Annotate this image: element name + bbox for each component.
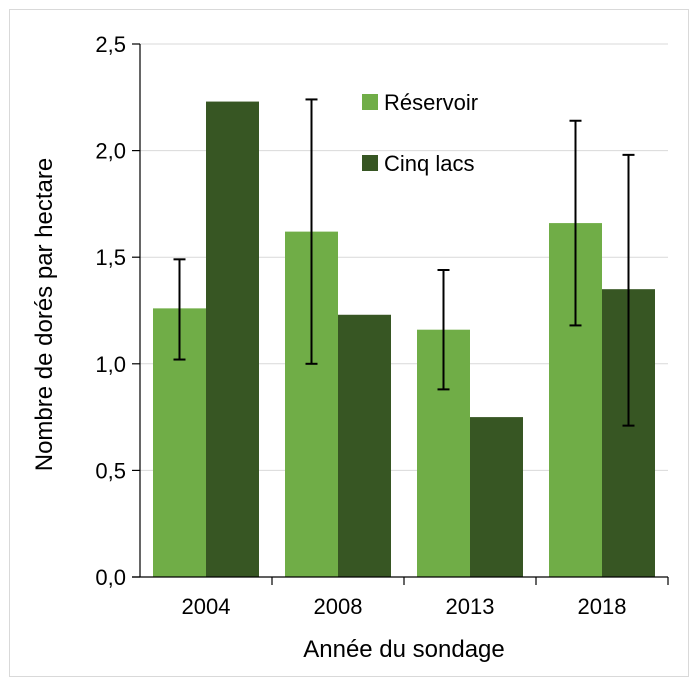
legend-swatch xyxy=(362,94,378,110)
bar-cinq-lacs xyxy=(470,417,523,577)
y-tick-labels: 0,0 0,5 1,0 1,5 2,0 2,5 xyxy=(95,32,140,590)
y-tick-label: 1,5 xyxy=(95,245,126,270)
bars xyxy=(153,101,655,578)
y-tick-label: 2,0 xyxy=(95,139,126,164)
chart-frame: 0,0 0,5 1,0 1,5 2,0 2,5 2004 2008 2013 2018 Anné… xyxy=(9,9,689,677)
legend: Réservoir Cinq lacs xyxy=(362,90,478,176)
x-axis-title: Année du sondage xyxy=(303,636,505,663)
y-tick-label: 1,0 xyxy=(95,352,126,377)
x-tick-label: 2008 xyxy=(314,594,363,619)
bar-chart: 0,0 0,5 1,0 1,5 2,0 2,5 2004 2008 2013 2018 Anné… xyxy=(31,32,669,663)
x-tick-label: 2018 xyxy=(578,594,627,619)
y-axis-title: Nombre de dorés par hectare xyxy=(31,158,58,472)
legend-label: Cinq lacs xyxy=(384,151,474,176)
error-bars xyxy=(173,98,635,427)
x-tick-labels: 2004 2008 2013 2018 xyxy=(182,577,669,619)
x-tick-label: 2004 xyxy=(182,594,231,619)
axes xyxy=(132,44,668,578)
y-tick-label: 2,5 xyxy=(95,32,126,57)
y-tick-label: 0,0 xyxy=(95,565,126,590)
bar-cinq-lacs xyxy=(338,314,391,577)
bar-cinq-lacs xyxy=(206,101,259,578)
legend-swatch xyxy=(362,155,378,171)
legend-label: Réservoir xyxy=(384,90,478,115)
y-tick-label: 0,5 xyxy=(95,458,126,483)
x-tick-label: 2013 xyxy=(446,594,495,619)
